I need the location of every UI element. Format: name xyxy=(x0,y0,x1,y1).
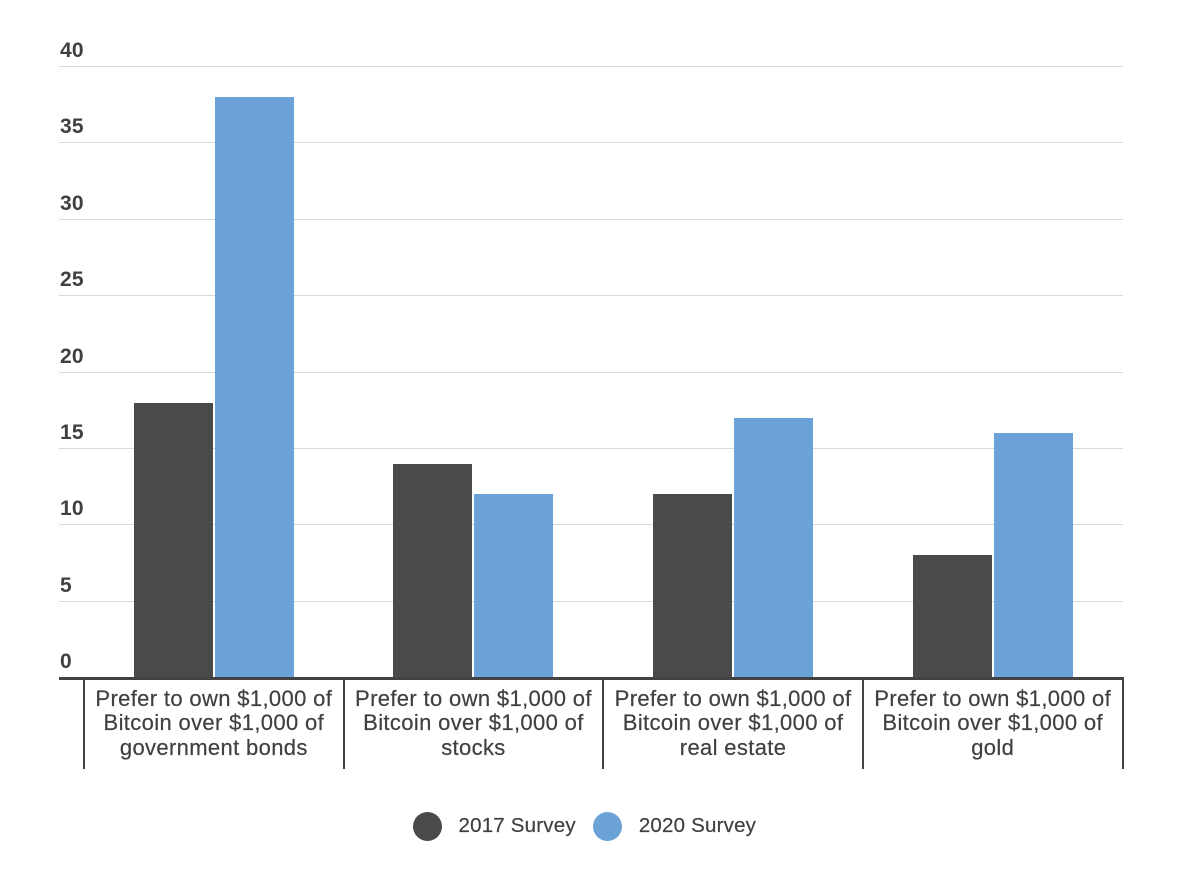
category-separator xyxy=(83,677,85,769)
gridline-y-30 xyxy=(59,218,1123,220)
gridline-y-15 xyxy=(59,447,1123,449)
bar-2017-survey-category-4[interactable] xyxy=(912,555,992,678)
y-axis-tick-label: 15 xyxy=(60,420,84,444)
bar-2020-survey-category-3[interactable] xyxy=(734,417,814,678)
category-label: Prefer to own $1,000 of Bitcoin over $1,… xyxy=(95,685,333,760)
y-axis-tick-label: 10 xyxy=(60,497,84,521)
gridline-y-25 xyxy=(59,295,1123,297)
legend-marker-icon xyxy=(593,811,623,841)
category-label: Prefer to own $1,000 of Bitcoin over $1,… xyxy=(614,685,852,760)
legend-label: 2020 Survey xyxy=(638,814,757,837)
gridline-y-5 xyxy=(59,600,1123,602)
category-separator xyxy=(1121,677,1124,769)
category-separator xyxy=(342,677,345,769)
bar-2017-survey-category-1[interactable] xyxy=(133,402,213,678)
bar-2020-survey-category-4[interactable] xyxy=(993,433,1073,678)
y-axis-tick-label: 5 xyxy=(60,573,72,597)
gridline-y-20 xyxy=(59,371,1123,373)
category-separator xyxy=(602,677,605,769)
x-axis-line xyxy=(59,677,1124,680)
legend-marker-icon xyxy=(413,811,442,841)
gridline-y-40 xyxy=(59,66,1123,68)
y-axis-tick-label: 25 xyxy=(60,268,84,292)
legend-label: 2017 Survey xyxy=(458,814,576,837)
y-axis-tick-label: 40 xyxy=(60,39,84,63)
chart-legend: 2017 Survey 2020 Survey xyxy=(413,811,756,841)
y-axis-tick-label: 20 xyxy=(60,344,84,368)
y-axis-tick-label: 0 xyxy=(60,650,72,673)
gridline-y-10 xyxy=(59,524,1123,526)
y-axis-tick-label: 35 xyxy=(60,115,84,139)
bar-2020-survey-category-1[interactable] xyxy=(214,97,294,678)
y-axis-tick-label: 30 xyxy=(60,191,84,215)
bar-2017-survey-category-2[interactable] xyxy=(393,463,473,678)
gridline-y-35 xyxy=(59,142,1123,144)
legend-item-2017-survey[interactable]: 2017 Survey xyxy=(413,811,576,841)
bar-2017-survey-category-3[interactable] xyxy=(653,494,733,678)
category-label: Prefer to own $1,000 of Bitcoin over $1,… xyxy=(874,685,1112,760)
category-separator xyxy=(861,677,864,769)
legend-item-2020-survey[interactable]: 2020 Survey xyxy=(593,811,757,841)
category-label: Prefer to own $1,000 of Bitcoin over $1,… xyxy=(355,685,592,760)
bar-2020-survey-category-2[interactable] xyxy=(474,494,554,678)
